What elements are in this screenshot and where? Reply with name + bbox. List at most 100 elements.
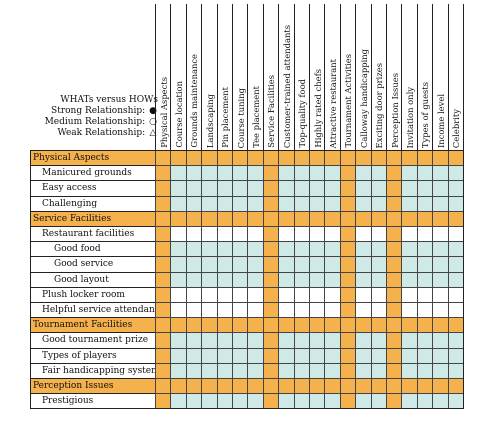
matrix-cell: [309, 332, 325, 348]
column-header-label: Landscaping: [204, 93, 215, 148]
matrix-cell: [355, 302, 371, 318]
matrix-cell: [370, 347, 386, 363]
matrix-cell: [324, 347, 340, 363]
matrix-cell: [324, 362, 340, 378]
column-header-label: Highly rated chefs: [312, 69, 323, 148]
matrix-cell: [370, 271, 386, 287]
matrix-cell: [262, 362, 279, 378]
matrix-cell: [170, 256, 186, 272]
matrix-cell: [401, 180, 417, 196]
matrix-cell: [432, 180, 448, 196]
matrix-cell: [309, 286, 325, 302]
matrix-cell: [447, 317, 463, 333]
matrix-cell: [339, 302, 356, 318]
matrix-cell: [247, 210, 263, 226]
column-header-label: Invitation only: [404, 86, 415, 148]
row-label: Service Facilities: [30, 210, 155, 226]
matrix-cell: [339, 393, 356, 409]
matrix-cell: [232, 180, 248, 196]
matrix-cell: [386, 362, 402, 378]
row-label: Perception Issues: [30, 378, 155, 394]
row-label: Easy access: [30, 180, 155, 195]
matrix-cell: [339, 195, 356, 211]
matrix-cell: [432, 302, 448, 318]
column-header-label: Exciting door prizes: [374, 62, 385, 149]
matrix-cell: [432, 165, 448, 181]
matrix-cell: [309, 150, 325, 166]
matrix-cell: [293, 150, 309, 166]
matrix-cell: [262, 256, 279, 272]
row-label: Restaurant facilities: [30, 226, 155, 241]
matrix-cell: [416, 362, 433, 378]
matrix-cell: [216, 393, 232, 409]
matrix-cell: [401, 347, 417, 363]
matrix-cell: [201, 332, 217, 348]
matrix-cell: [416, 317, 433, 333]
matrix-cell: [447, 210, 463, 226]
matrix-cell: [155, 302, 171, 318]
matrix-cell: [293, 165, 309, 181]
matrix-cell: [370, 210, 386, 226]
matrix-cell: [416, 347, 433, 363]
matrix-cell: [278, 241, 294, 257]
matrix-cell: [262, 210, 279, 226]
matrix-cell: [355, 362, 371, 378]
matrix-cell: [155, 347, 171, 363]
column-header-label: Perception Issues: [389, 73, 400, 148]
matrix-cell: [370, 150, 386, 166]
matrix-cell: [170, 286, 186, 302]
matrix-cell: [324, 393, 340, 409]
matrix-cell: [370, 241, 386, 257]
matrix-cell: [232, 362, 248, 378]
matrix-cell: [278, 286, 294, 302]
matrix-cell: [170, 378, 186, 394]
matrix-cell: [155, 180, 171, 196]
matrix-cell: [201, 347, 217, 363]
matrix-cell: [324, 180, 340, 196]
legend-weak-label: Weak Relationship:: [57, 128, 146, 138]
matrix-cell: [416, 226, 433, 242]
matrix-cell: [324, 317, 340, 333]
matrix-cell: [355, 165, 371, 181]
matrix-cell: [386, 302, 402, 318]
matrix-cell: [155, 165, 171, 181]
matrix-cell: [416, 150, 433, 166]
matrix-cell: [386, 226, 402, 242]
matrix-cell: [401, 302, 417, 318]
matrix-cell: [355, 393, 371, 409]
matrix-cell: [370, 226, 386, 242]
matrix-cell: [447, 332, 463, 348]
column-header: Income level: [432, 4, 448, 150]
legend-title: WHATs versus HOWs: [60, 95, 158, 105]
matrix-cell: [185, 195, 202, 211]
row-label: Good layout: [30, 271, 155, 287]
matrix-cell: [416, 271, 433, 287]
matrix-cell: [185, 226, 202, 242]
matrix-cell: [278, 226, 294, 242]
matrix-cell: [339, 165, 356, 181]
matrix-cell: [185, 302, 202, 318]
matrix-cell: [432, 256, 448, 272]
matrix-cell: [155, 271, 171, 287]
matrix-cell: [355, 241, 371, 257]
matrix-cell: [278, 180, 294, 196]
matrix-cell: [416, 256, 433, 272]
matrix-cell: [293, 271, 309, 287]
matrix-cell: [386, 286, 402, 302]
matrix-cell: [155, 226, 171, 242]
matrix-cell: [432, 378, 448, 394]
matrix-cell: [201, 302, 217, 318]
matrix-cell: [185, 286, 202, 302]
matrix-cell: [416, 286, 433, 302]
matrix-cell: [309, 378, 325, 394]
matrix-cell: [432, 210, 448, 226]
column-header: Course location: [170, 4, 186, 150]
matrix-cell: [324, 195, 340, 211]
matrix-cell: [355, 378, 371, 394]
matrix-cell: [201, 362, 217, 378]
matrix-cell: [324, 256, 340, 272]
matrix-cell: [262, 150, 279, 166]
matrix-cell: [185, 150, 202, 166]
matrix-cell: [324, 286, 340, 302]
column-header: Customer-trained attendants: [278, 4, 294, 150]
